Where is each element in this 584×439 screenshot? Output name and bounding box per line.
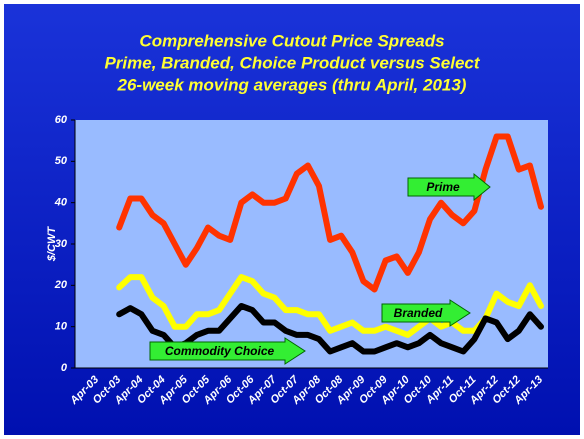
y-axis-label: $/CWT xyxy=(46,226,58,263)
legend-arrow xyxy=(381,299,471,327)
series-line xyxy=(116,274,544,338)
legend-label: Commodity Choice xyxy=(165,344,275,358)
series-line xyxy=(116,133,544,293)
chart-title: Comprehensive Cutout Price Spreads xyxy=(139,31,444,50)
legend-arrow xyxy=(149,337,306,365)
chart-title: 26-week moving averages (thru April, 201… xyxy=(117,75,467,94)
plot-area xyxy=(75,120,548,368)
y-tick-label: 40 xyxy=(54,197,68,209)
series-line xyxy=(116,303,544,355)
y-tick-label: 50 xyxy=(55,155,68,167)
y-tick-label: 20 xyxy=(54,279,68,291)
y-tick-label: 30 xyxy=(55,238,68,250)
y-tick-label: 0 xyxy=(61,362,68,374)
y-tick-label: 10 xyxy=(55,321,68,333)
y-tick-label: 60 xyxy=(55,114,68,126)
chart-title: Prime, Branded, Choice Product versus Se… xyxy=(104,53,480,72)
legend-arrow xyxy=(407,172,491,202)
legend-label: Branded xyxy=(394,306,443,320)
legend-label: Prime xyxy=(426,180,460,194)
